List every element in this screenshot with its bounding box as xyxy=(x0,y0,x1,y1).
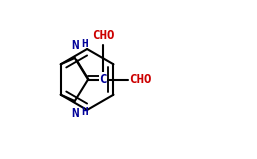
Text: CHO: CHO xyxy=(130,73,152,86)
Text: H: H xyxy=(81,39,88,49)
Text: N: N xyxy=(71,39,79,52)
Text: C: C xyxy=(99,73,107,86)
Text: H: H xyxy=(81,107,88,117)
Text: CHO: CHO xyxy=(92,29,114,42)
Text: N: N xyxy=(71,107,79,120)
